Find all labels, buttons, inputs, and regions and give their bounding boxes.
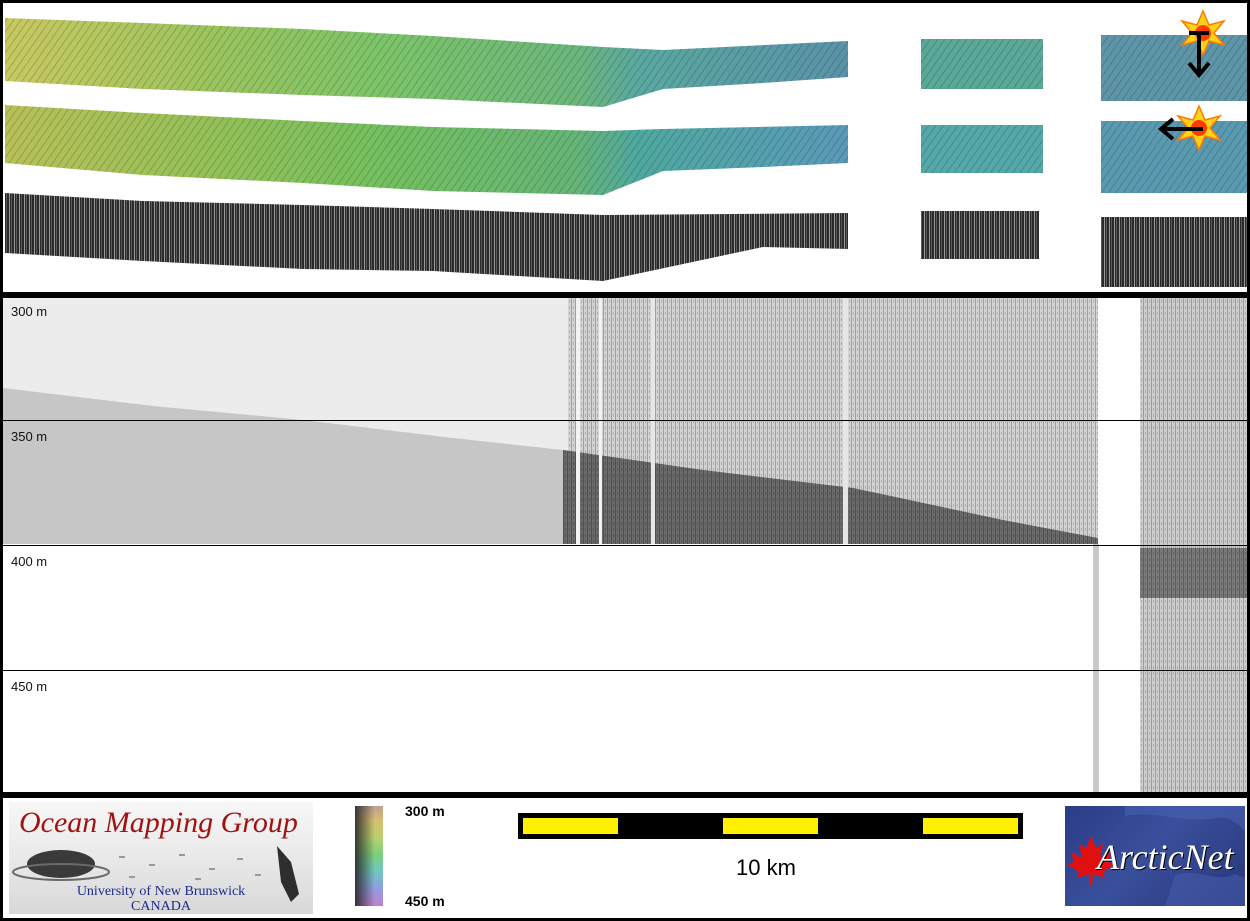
colorbar-top-label: 300 m: [405, 803, 445, 819]
arcticnet-logo-artwork: [1067, 806, 1245, 906]
depth-label-450: 450 m: [11, 679, 48, 694]
omg-logo-university: University of New Brunswick: [76, 884, 246, 899]
arcticnet-logo: ArcticNet: [1065, 806, 1245, 906]
arcticnet-logo-text: ArcticNet: [1097, 837, 1234, 877]
strip-row-top: [5, 18, 1247, 107]
depth-colorbar: [355, 806, 383, 906]
scale-bar: [518, 813, 1023, 839]
omg-logo-artwork: [12, 846, 299, 902]
ocean-mapping-group-logo: Ocean Mapping Group University of New Br…: [9, 802, 313, 914]
depth-gridline: [3, 545, 1247, 546]
omg-logo-country: CANADA: [131, 899, 191, 914]
depth-label-350: 350 m: [11, 429, 48, 444]
omg-logo-title: Ocean Mapping Group: [19, 806, 298, 839]
arrow-down-icon: [1187, 31, 1211, 79]
depth-gridline: [3, 420, 1247, 421]
depth-gridline: [3, 670, 1247, 671]
bathymetry-strips-image: [5, 9, 1247, 287]
scale-bar-label: 10 km: [736, 855, 796, 880]
scale-bar-segment: [523, 818, 618, 834]
arrow-left-icon: [1157, 117, 1203, 141]
colorbar-bottom-label: 450 m: [405, 893, 445, 909]
footer-panel: Ocean Mapping Group University of New Br…: [3, 798, 1247, 918]
depth-label-300: 300 m: [11, 304, 48, 319]
profile-image: [3, 298, 1247, 792]
depth-profile-panel: 300 m 350 m 400 m 450 m: [3, 298, 1247, 792]
strip-row-middle: [5, 105, 1247, 195]
scale-bar-segment: [723, 818, 818, 834]
scale-bar-segment: [923, 818, 1018, 834]
maple-leaf-icon: [1067, 836, 1115, 886]
strip-row-bottom: [5, 193, 1247, 287]
bathymetry-strips-panel: [3, 3, 1247, 292]
depth-label-400: 400 m: [11, 554, 48, 569]
